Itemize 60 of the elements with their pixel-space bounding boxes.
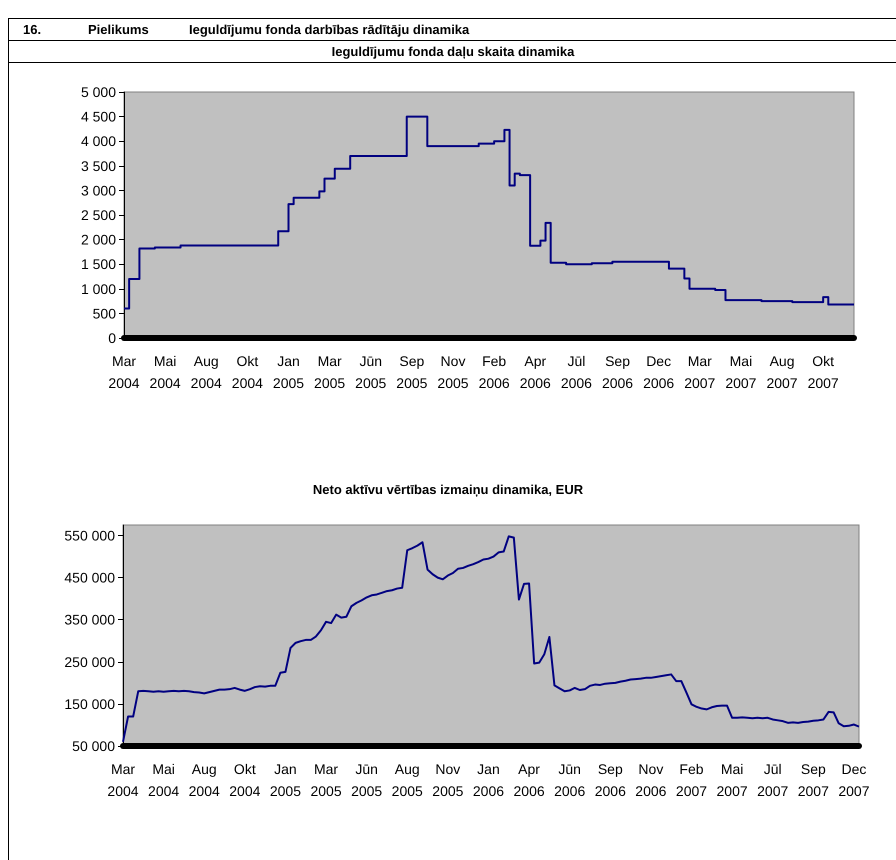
x-tick-label: Mar 2005 — [314, 353, 346, 391]
x-tick-label: Jūl 2007 — [757, 761, 788, 799]
y-tick-label: 350 000 — [64, 612, 116, 628]
x-tick-label: Feb 2007 — [676, 761, 708, 799]
x-tick-label: Mai 2007 — [716, 761, 748, 799]
x-tick-label: Jūn 2005 — [355, 353, 387, 391]
x-tick-label: Nov 2005 — [432, 761, 464, 799]
x-tick-label: Jan 2005 — [272, 353, 304, 391]
x-tick-label: Mai 2004 — [150, 353, 181, 391]
y-tick-label: 1 500 — [80, 256, 116, 272]
x-tick-label: Mar 2004 — [108, 353, 140, 391]
y-tick-label: 4 500 — [80, 108, 116, 125]
line-series — [122, 535, 860, 743]
x-tick-label: Aug 2004 — [188, 761, 220, 799]
x-tick-label: Jūn 2005 — [351, 761, 382, 799]
y-tick-label: 2 000 — [80, 232, 116, 248]
x-tick-label: Nov 2005 — [437, 353, 469, 391]
x-tick-label: Aug 2005 — [392, 761, 424, 799]
x-tick-label: Okt 2004 — [232, 353, 264, 391]
x-tick-label: Mar 2007 — [684, 353, 716, 391]
y-tick-label: 250 000 — [64, 654, 116, 670]
x-tick-label: Mai 2007 — [725, 353, 757, 391]
text: Ieguldījumu fonda darbības rādītāju dinamika — [189, 22, 470, 37]
y-tick-label: 1 000 — [80, 280, 116, 297]
y-tick-label: 0 — [108, 330, 116, 346]
y-tick-label: 450 000 — [64, 570, 116, 586]
x-tick-label: Apr 2006 — [520, 353, 552, 391]
x-tick-label: Okt 2007 — [808, 353, 839, 391]
x-tick-label: Sep 2006 — [594, 761, 626, 799]
chart-title: Neto aktīvu vērtības izmaiņu dinamika, EUR — [312, 482, 584, 497]
x-tick-label: Dec 2006 — [643, 353, 674, 391]
y-tick-label: 3 000 — [80, 182, 116, 198]
text: 16. — [23, 22, 42, 37]
y-tick-label: 3 500 — [80, 158, 116, 174]
x-tick-label: Dec 2007 — [838, 761, 870, 799]
x-tick-label: Mai 2004 — [148, 761, 180, 799]
x-tick-label: Jūn 2006 — [554, 761, 586, 799]
y-tick-label: 2 500 — [80, 207, 116, 223]
x-tick-label: Sep 2005 — [396, 353, 428, 391]
x-tick-label: Jan 2006 — [472, 761, 504, 799]
y-tick-label: 550 000 — [64, 528, 116, 544]
x-tick-label: Okt 2004 — [229, 761, 261, 799]
x-tick-label: Nov 2006 — [635, 761, 667, 799]
y-tick-label: 4 000 — [80, 133, 116, 150]
x-tick-label: Jan 2005 — [270, 761, 302, 799]
x-tick-label: Jūl 2006 — [560, 353, 592, 391]
x-tick-label: Sep 2007 — [798, 761, 830, 799]
x-tick-label: Mar 2004 — [107, 761, 139, 799]
x-tick-label: Apr 2006 — [513, 761, 545, 799]
y-tick-label: 500 — [92, 305, 116, 322]
y-tick-label: 150 000 — [64, 696, 116, 712]
x-tick-label: Aug 2004 — [190, 353, 222, 391]
x-tick-label: Sep 2006 — [602, 353, 634, 391]
y-tick-label: 50 000 — [72, 738, 116, 754]
x-tick-label: Feb 2006 — [478, 353, 510, 391]
x-tick-label: Aug 2007 — [766, 353, 798, 391]
text: Pielikums — [88, 22, 149, 37]
x-tick-label: Mar 2005 — [310, 761, 342, 799]
y-tick-label: 5 000 — [80, 84, 116, 100]
chart-title: Ieguldījumu fonda daļu skaita dinamika — [8, 40, 896, 63]
